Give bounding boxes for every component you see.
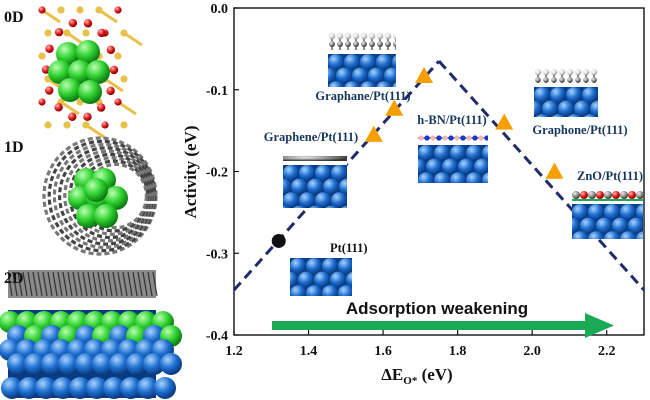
y-ticks: 0.0 -0.1 -0.2 -0.3 -0.4 <box>206 2 239 344</box>
point-graphene-pt-111 <box>364 125 383 142</box>
structure-insets <box>283 30 643 296</box>
chart: 1.2 1.4 1.6 1.8 2.0 2.2 0.0 -0.1 -0.2 -0.3 -0.4 Δ… <box>181 2 646 387</box>
point-h-bn-pt-111 <box>385 99 404 116</box>
y-axis-title: Activity (eV) <box>181 126 200 219</box>
y-tick-label: -0.2 <box>206 166 228 181</box>
arrow-shaft <box>272 321 588 330</box>
graphene-structure-image <box>283 151 347 208</box>
y-tick-label: -0.4 <box>206 329 228 344</box>
panel-1d: 1D <box>4 136 158 256</box>
arrow-head <box>585 313 614 338</box>
x-tick-label: 1.6 <box>374 344 392 359</box>
panel-2d-label: 2D <box>4 270 24 287</box>
x-axis-title: ΔEO* (eV) <box>381 365 452 387</box>
x-axis-unit: (eV) <box>417 365 452 384</box>
x-axis-sub: O* <box>403 375 418 387</box>
x-tick-label: 1.4 <box>300 344 318 359</box>
volcano-right-line <box>437 60 646 292</box>
panel-1d-label: 1D <box>4 139 24 156</box>
graphone-structure-image <box>534 67 598 117</box>
panel-0d: 0D <box>4 4 143 139</box>
graphane-structure-image <box>328 30 396 87</box>
x-axis-main: ΔE <box>381 365 403 384</box>
adsorption-banner: Adsorption weakening <box>346 299 528 318</box>
point-labels: Pt(111) Graphene/Pt(111) h-BN/Pt(111) Graph… <box>264 89 643 255</box>
data-points <box>271 66 564 248</box>
x-tick-label: 1.2 <box>225 344 243 359</box>
pt111-structure-image <box>290 258 352 296</box>
x-tick-label: 2.2 <box>598 344 616 359</box>
point-pt-111 <box>271 233 286 248</box>
x-ticks: 1.2 1.4 1.6 1.8 2.0 2.2 <box>225 330 615 359</box>
x-tick-label: 1.8 <box>449 344 467 359</box>
point-graphane-pt-111 <box>415 66 434 84</box>
label-graphane-pt-111: Graphane/Pt(111) <box>315 89 410 103</box>
y-tick-label: 0.0 <box>211 2 229 17</box>
2d-cover-image <box>0 270 182 399</box>
panel-0d-label: 0D <box>4 9 24 26</box>
point-zno-pt-111 <box>545 162 564 179</box>
nanotube-image <box>42 136 158 256</box>
label-pt-111: Pt(111) <box>330 241 368 255</box>
zeolite-cage-image <box>38 4 143 139</box>
label-graphone-pt-111: Graphone/Pt(111) <box>532 123 627 137</box>
label-graphene-pt-111: Graphene/Pt(111) <box>264 130 358 144</box>
adsorption-arrow <box>272 313 614 338</box>
x-tick-label: 2.0 <box>523 344 541 359</box>
y-tick-label: -0.1 <box>206 84 228 99</box>
y-tick-label: -0.3 <box>206 247 228 262</box>
hbn-structure-image <box>418 131 488 183</box>
panel-2d: 2D <box>0 270 182 399</box>
label-zno-pt-111: ZnO/Pt(111) <box>577 169 643 183</box>
zno-structure-image <box>572 186 643 239</box>
point-graphone-pt-111 <box>495 113 514 130</box>
label-h-bn-pt-111: h-BN/Pt(111) <box>417 113 486 127</box>
